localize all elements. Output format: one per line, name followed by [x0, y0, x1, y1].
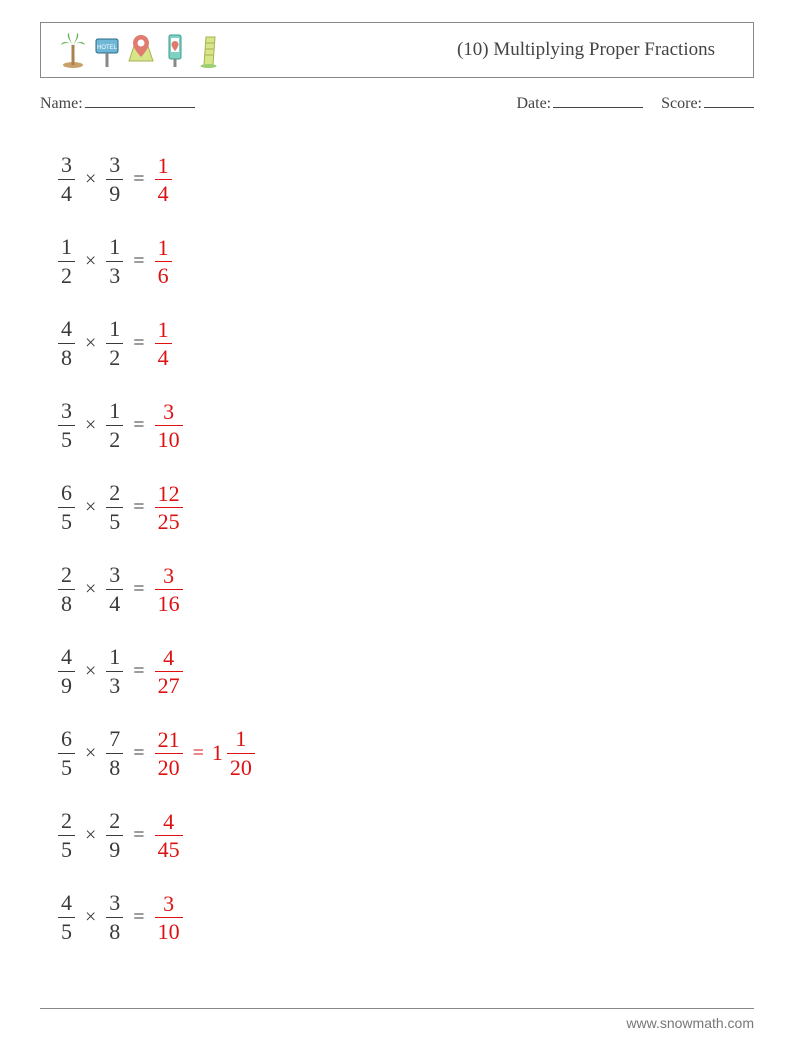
answer: 310 [153, 891, 185, 943]
fraction: 38 [106, 891, 123, 942]
answer: 14 [153, 317, 174, 369]
times-operator: × [85, 250, 96, 273]
problem-row: 28 × 34 = 316 [56, 564, 754, 614]
answer: 16 [153, 235, 174, 287]
fraction: 49 [58, 645, 75, 696]
equals-sign: = [133, 660, 144, 683]
problem-row: 12 × 13 = 16 [56, 236, 754, 286]
fraction: 445 [155, 810, 183, 861]
answer: 445 [153, 809, 185, 861]
times-operator: × [85, 742, 96, 765]
fraction: 2120 [155, 728, 183, 779]
equals-sign: = [133, 742, 144, 765]
icon-strip: HOTEL [59, 31, 223, 69]
fraction: 316 [155, 564, 183, 615]
fraction: 12 [106, 317, 123, 368]
equals-sign: = [133, 906, 144, 929]
fraction: 39 [106, 153, 123, 204]
fraction: 25 [58, 809, 75, 860]
fraction: 34 [106, 563, 123, 614]
equals-sign: = [133, 332, 144, 355]
worksheet-title: (10) Multiplying Proper Fractions [457, 39, 735, 61]
answer: 427 [153, 645, 185, 697]
fraction: 427 [155, 646, 183, 697]
score-label: Score: [661, 95, 702, 113]
date-blank[interactable] [553, 94, 643, 108]
fraction: 35 [58, 399, 75, 450]
name-blank[interactable] [85, 94, 195, 108]
fraction: 29 [106, 809, 123, 860]
problem-row: 45 × 38 = 310 [56, 892, 754, 942]
times-operator: × [85, 332, 96, 355]
problem-row: 35 × 12 = 310 [56, 400, 754, 450]
fraction: 14 [155, 154, 172, 205]
fraction: 14 [155, 318, 172, 369]
fraction: 45 [58, 891, 75, 942]
date-label: Date: [516, 95, 551, 113]
fraction: 310 [155, 892, 183, 943]
answer: 2120 [153, 727, 185, 779]
tower-icon [195, 31, 223, 69]
footer-url: www.snowmath.com [40, 1008, 754, 1031]
name-label: Name: [40, 95, 83, 113]
fraction: 65 [58, 481, 75, 532]
equals-sign: = [133, 578, 144, 601]
equals-sign: = [133, 496, 144, 519]
fraction: 78 [106, 727, 123, 778]
times-operator: × [85, 824, 96, 847]
times-operator: × [85, 496, 96, 519]
score-blank[interactable] [704, 94, 754, 108]
problem-row: 48 × 12 = 14 [56, 318, 754, 368]
problem-row: 34 × 39 = 14 [56, 154, 754, 204]
problem-row: 49 × 13 = 427 [56, 646, 754, 696]
svg-text:HOTEL: HOTEL [97, 45, 118, 51]
fraction: 34 [58, 153, 75, 204]
hotel-sign-icon: HOTEL [93, 31, 121, 69]
fraction: 48 [58, 317, 75, 368]
problem-row: 65 × 78 = 2120 = 1 120 [56, 728, 754, 778]
palm-tree-icon [59, 31, 87, 69]
times-operator: × [85, 168, 96, 191]
times-operator: × [85, 414, 96, 437]
fraction: 13 [106, 645, 123, 696]
answer: 316 [153, 563, 185, 615]
problem-row: 25 × 29 = 445 [56, 810, 754, 860]
fraction: 65 [58, 727, 75, 778]
problem-row: 65 × 25 = 1225 [56, 482, 754, 532]
times-operator: × [85, 660, 96, 683]
equals-sign: = [133, 824, 144, 847]
times-operator: × [85, 578, 96, 601]
header-bar: HOTEL (10) Multiplying Proper Fractions [40, 22, 754, 78]
times-operator: × [85, 906, 96, 929]
phone-pin-icon [161, 31, 189, 69]
fraction: 13 [106, 235, 123, 286]
problems-list: 34 × 39 = 14 12 × 13 = 16 48 × 12 = 14 3… [56, 140, 754, 974]
equals-sign: = [133, 250, 144, 273]
meta-row: Name: Date: Score: [40, 94, 754, 113]
answer: 310 [153, 399, 185, 451]
equals-sign: = [133, 168, 144, 191]
equals-sign: = [133, 414, 144, 437]
answer: 1225 [153, 481, 185, 533]
fraction: 28 [58, 563, 75, 614]
fraction: 12 [58, 235, 75, 286]
answer: 14 [153, 153, 174, 205]
map-pin-icon [127, 31, 155, 69]
fraction: 120 [227, 727, 255, 778]
fraction: 25 [106, 481, 123, 532]
fraction: 310 [155, 400, 183, 451]
fraction: 1225 [155, 482, 183, 533]
equals-sign: = [193, 742, 204, 765]
fraction: 12 [106, 399, 123, 450]
fraction: 16 [155, 236, 172, 287]
mixed-number-answer: 1 120 [212, 727, 257, 778]
